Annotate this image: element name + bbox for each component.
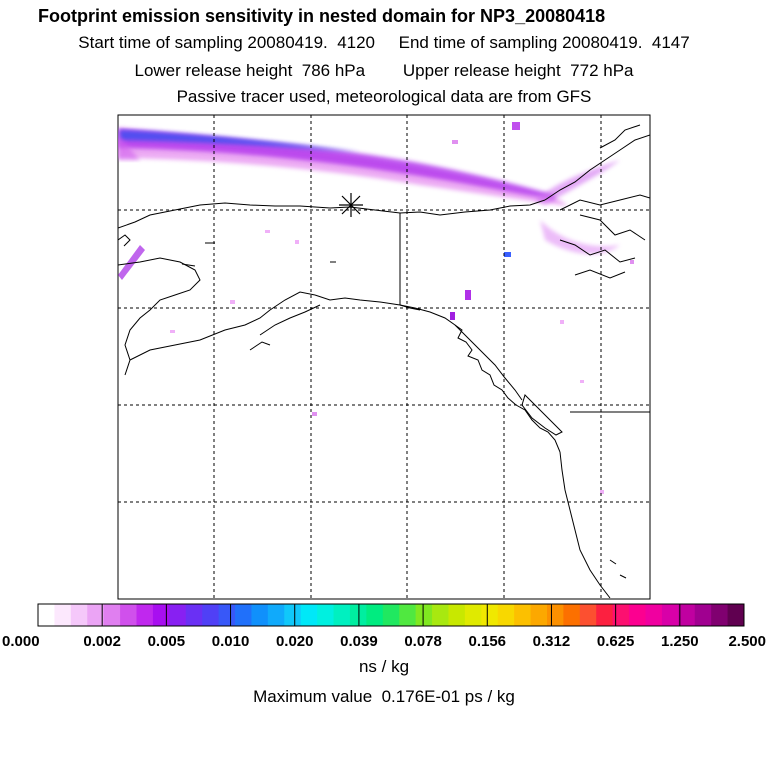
colorbar-swatch [546,604,564,626]
colorbar-swatch [678,604,696,626]
colorbar-swatch [333,604,351,626]
colorbar-swatch [399,604,417,626]
colorbar-tick-labels: 0.000 0.002 0.005 0.010 0.020 0.039 0.078 0.156… [2,633,766,650]
colorbar-tick-label: 2.500 [728,633,766,650]
map-frame [117,114,651,600]
colorbar-tick-label: 0.005 [148,633,186,650]
colorbar-swatch [382,604,400,626]
colorbar-swatch [218,604,236,626]
colorbar-tick-label: 0.078 [404,633,442,650]
colorbar-swatch [694,604,712,626]
colorbar-swatch [530,604,548,626]
maximum-value-label: Maximum value 0.176E-01 ps / kg [253,687,515,706]
colorbar-swatch [661,604,679,626]
colorbar-swatch [169,604,187,626]
colorbar [37,603,745,627]
colorbar-swatch [235,604,252,626]
sampling-time-line: Start time of sampling 20080419. 4120 En… [78,33,690,52]
colorbar-swatch [727,604,745,626]
colorbar-swatch [38,604,55,626]
colorbar-swatch [481,604,499,626]
colorbar-units: ns / kg [358,657,410,676]
colorbar-swatch [497,604,515,626]
map-title: Footprint emission sensitivity in nested… [38,6,606,26]
colorbar-swatch [70,604,88,626]
colorbar-swatch [612,604,630,626]
colorbar-swatch [711,604,729,626]
colorbar-swatch [464,604,482,626]
release-location-icon [339,193,363,217]
colorbar-swatch [284,604,302,626]
coastlines [118,124,650,599]
colorbar-swatch [432,604,449,626]
colorbar-swatch [87,604,105,626]
colorbar-swatch [514,604,532,626]
colorbar-swatch [136,604,154,626]
colorbar-tick-label: 1.250 [661,633,699,650]
colorbar-tick-label: 0.002 [83,633,121,650]
colorbar-tick-label: 0.010 [212,633,250,650]
colorbar-swatch [645,604,663,626]
colorbar-swatch [185,604,203,626]
colorbar-tick-label: 0.625 [597,633,635,650]
colorbar-swatch [251,604,269,626]
colorbar-tick-label: 0.039 [340,633,378,650]
tracer-info-line: Passive tracer used, meteorological data… [176,87,592,106]
colorbar-swatch [54,604,72,626]
sensitivity-plume [118,122,634,494]
colorbar-swatch [103,604,121,626]
graticule [118,115,650,599]
colorbar-swatch [563,604,581,626]
colorbar-tick-label: 0.000 [2,633,40,650]
colorbar-swatch [317,604,335,626]
colorbar-swatch [579,604,597,626]
colorbar-swatch [152,604,170,626]
colorbar-tick-label: 0.312 [533,633,571,650]
colorbar-tick-label: 0.020 [276,633,314,650]
colorbar-swatch [267,604,285,626]
colorbar-swatch [629,604,646,626]
colorbar-swatch [596,604,614,626]
colorbar-swatch [120,604,138,626]
colorbar-tick-label: 0.156 [468,633,506,650]
colorbar-swatch [300,604,318,626]
colorbar-swatch [202,604,220,626]
colorbar-swatch [415,604,433,626]
colorbar-swatch [448,604,466,626]
colorbar-swatch [366,604,384,626]
release-height-line: Lower release height 786 hPa Upper relea… [134,61,634,80]
